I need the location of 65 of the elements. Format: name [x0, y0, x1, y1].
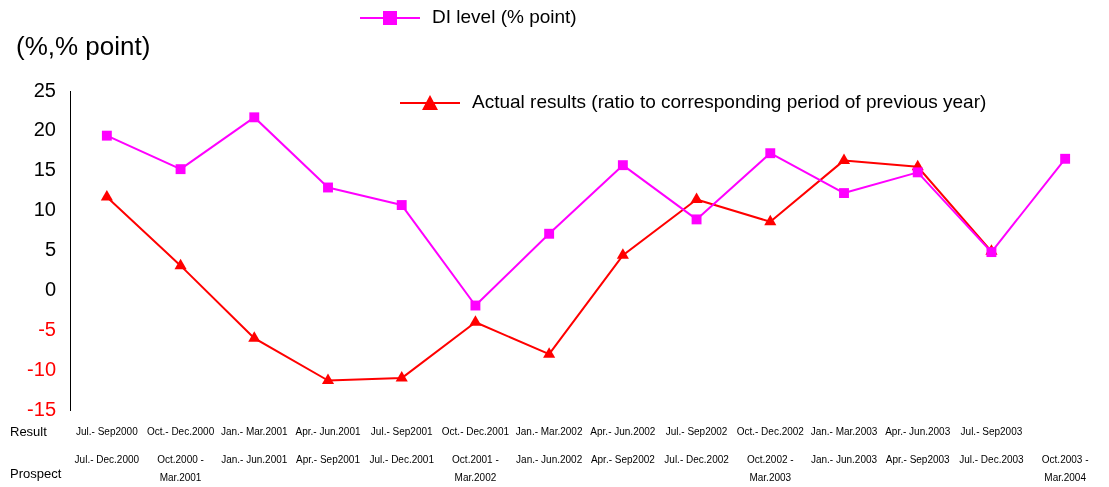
- y-axis-title: (%,% point): [16, 31, 151, 62]
- y-tick-label: 20: [33, 118, 56, 141]
- point: [1060, 153, 1071, 164]
- point: [690, 192, 703, 203]
- point: [543, 347, 556, 358]
- point: [765, 148, 776, 159]
- point: [248, 331, 261, 342]
- text: Apr.- Jun.2001: [295, 425, 361, 437]
- y-tick-label: 10: [33, 198, 56, 221]
- point: [396, 200, 407, 210]
- point: [323, 182, 333, 193]
- point: [616, 248, 629, 259]
- x-tick-label: Jul.- Dec.2003: [959, 453, 1025, 465]
- x-tick-label: Jan.- Jun.2001: [221, 453, 288, 465]
- x-tick-label: Jan.- Jun.2003: [810, 453, 878, 465]
- text: Apr.- Jun.2002: [590, 425, 656, 437]
- text: Jul.- Sep2000: [76, 425, 139, 437]
- x-tick-label: Jul.- Dec.2001: [369, 453, 435, 465]
- x-tick-label: Apr.- Sep2003: [885, 453, 951, 465]
- point: [764, 214, 777, 226]
- text: Prospect: [10, 465, 62, 481]
- text: Jul.- Sep2001: [370, 425, 433, 437]
- x-tick-label: Jul.- Dec.2000: [74, 453, 140, 465]
- y-tick-label: -10: [27, 357, 56, 380]
- x-tick-label: Jan.- Jun.2002: [516, 453, 583, 465]
- text: Oct.- Dec.2002: [736, 425, 805, 437]
- y-tick-label: 15: [33, 158, 56, 181]
- x-tick-label: Oct.2000 - Mar.2001: [157, 453, 204, 483]
- point: [837, 153, 851, 164]
- point: [101, 130, 112, 141]
- y-tick-label: 25: [33, 78, 56, 101]
- text: Jul.- Sep2003: [960, 425, 1023, 437]
- point: [691, 214, 702, 225]
- x-tick-label: Oct.2003 - Mar.2004: [1041, 453, 1089, 483]
- legend-label: DI level (% point): [432, 6, 577, 28]
- point: [470, 300, 481, 311]
- text: Jul.- Sep2002: [665, 425, 728, 437]
- point: [174, 258, 187, 270]
- legend-label: Actual results (ratio to corresponding period of previous year): [472, 91, 987, 113]
- point: [839, 188, 849, 199]
- x-tick-label: Jul.- Dec.2002: [664, 453, 730, 465]
- x-tick-label: Oct.2001 - Mar.2002: [452, 453, 499, 483]
- text: Apr.- Jun.2003: [885, 425, 951, 437]
- text: Jan.- Mar.2002: [515, 425, 583, 437]
- point: [100, 190, 113, 201]
- point: [544, 228, 555, 239]
- text: Jan.- Mar.2003: [810, 425, 878, 437]
- text: Oct.- Dec.2001: [441, 425, 510, 437]
- x-tick-label: Apr.- Sep2001: [296, 453, 361, 465]
- text: Jan.- Mar.2001: [220, 425, 289, 437]
- y-tick-label: -15: [27, 397, 56, 420]
- y-tick-label: 5: [44, 238, 56, 261]
- text: Result: [10, 423, 48, 439]
- x-tick-label: Oct.2002 - Mar.2003: [746, 453, 794, 483]
- x-tick-label: Apr.- Sep2002: [590, 453, 656, 465]
- point: [321, 373, 335, 384]
- y-tick-label: -5: [38, 317, 56, 340]
- point: [912, 167, 923, 178]
- point: [395, 371, 408, 382]
- text: Oct.- Dec.2000: [146, 425, 215, 437]
- point: [617, 160, 628, 171]
- y-tick-label: 0: [44, 277, 56, 300]
- point: [175, 164, 186, 175]
- point: [249, 112, 260, 123]
- point: [469, 315, 482, 326]
